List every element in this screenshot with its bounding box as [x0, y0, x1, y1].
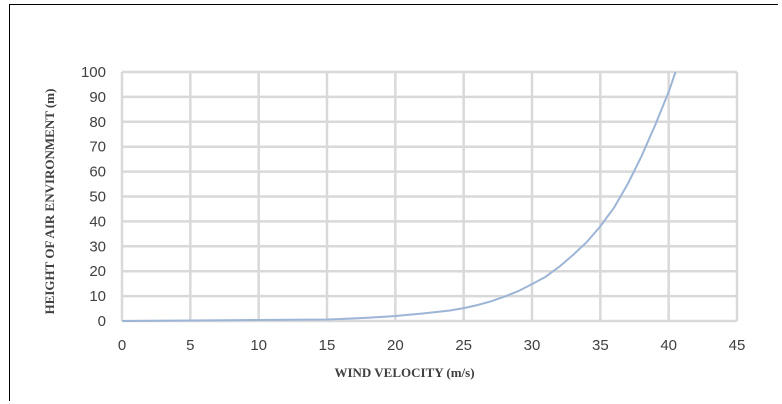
x-tick-label: 10	[250, 337, 267, 354]
y-tick-label: 70	[89, 139, 106, 156]
series-layer	[121, 71, 677, 322]
y-tick-label: 10	[89, 288, 106, 305]
y-tick-label: 0	[98, 313, 106, 330]
x-tick-label: 25	[455, 337, 472, 354]
grid-lines	[120, 70, 739, 323]
x-tick-label: 15	[319, 337, 336, 354]
y-tick-label: 50	[89, 189, 106, 206]
y-tick-label: 90	[89, 89, 106, 106]
x-tick-labels: 0 5 10 15 20 25 30 35 40 45	[118, 337, 746, 354]
y-tick-label: 60	[89, 164, 106, 181]
y-tick-label: 40	[89, 213, 106, 230]
y-tick-label: 80	[89, 114, 106, 131]
x-tick-label: 45	[729, 337, 746, 354]
y-axis-title: HEIGHT OF AIR ENVIRONMENT (m)	[42, 89, 57, 315]
x-tick-label: 20	[387, 337, 404, 354]
series-line	[121, 71, 677, 322]
chart-frame	[9, 4, 778, 401]
y-tick-label: 30	[89, 238, 106, 255]
x-tick-label: 0	[118, 337, 126, 354]
y-tick-labels: 0 10 20 30 40 50 60 70 80 90 100	[81, 64, 106, 330]
x-tick-label: 35	[592, 337, 609, 354]
y-tick-label: 100	[81, 64, 106, 81]
y-tick-label: 20	[89, 263, 106, 280]
x-axis-title: WIND VELOCITY (m/s)	[334, 365, 474, 380]
x-tick-label: 5	[186, 337, 194, 354]
x-tick-label: 40	[660, 337, 677, 354]
x-tick-label: 30	[524, 337, 541, 354]
